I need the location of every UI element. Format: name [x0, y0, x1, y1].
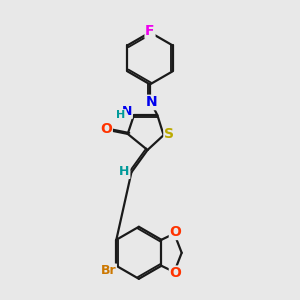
Text: N: N [146, 95, 157, 110]
Text: H: H [119, 165, 130, 178]
Text: S: S [164, 127, 174, 141]
Text: H: H [116, 110, 126, 120]
Text: O: O [100, 122, 112, 136]
Text: O: O [169, 266, 181, 280]
Text: N: N [122, 105, 132, 118]
Text: F: F [145, 24, 155, 38]
Text: Br: Br [100, 264, 116, 277]
Text: O: O [169, 225, 181, 239]
